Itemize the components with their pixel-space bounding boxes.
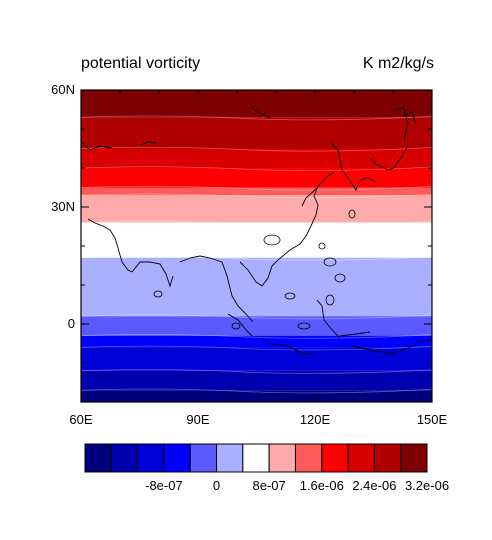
contour-band bbox=[81, 117, 432, 149]
x-tick-label: 90E bbox=[186, 412, 210, 427]
contour-band bbox=[81, 148, 432, 168]
colorbar-box bbox=[137, 443, 165, 473]
coastlines bbox=[81, 107, 432, 357]
contour-line bbox=[81, 166, 432, 171]
colorbar-label: 8e-07 bbox=[252, 478, 286, 493]
colorbar-box bbox=[268, 443, 296, 473]
contour-line bbox=[81, 146, 432, 152]
coastline-segment bbox=[179, 255, 223, 263]
contour-band bbox=[81, 347, 432, 371]
coastline-segment bbox=[251, 107, 271, 119]
coastline-segment bbox=[221, 261, 254, 323]
colorbar-box bbox=[216, 443, 244, 473]
colorbar-label: 1.6e-06 bbox=[299, 478, 344, 493]
contour-band bbox=[81, 187, 432, 196]
colorbar-box bbox=[84, 443, 112, 473]
island bbox=[153, 290, 163, 298]
colorbar-label: 2.4e-06 bbox=[352, 478, 397, 493]
colorbar-label: -8e-07 bbox=[145, 478, 183, 493]
island bbox=[263, 234, 281, 246]
contour-band bbox=[81, 257, 432, 317]
contour-line bbox=[81, 220, 432, 226]
coastline-segment bbox=[369, 145, 409, 171]
island bbox=[348, 209, 356, 219]
colorbar-box bbox=[347, 443, 375, 473]
colorbar-label: 3.2e-06 bbox=[404, 478, 450, 493]
colorbar-box bbox=[294, 443, 323, 473]
coastline-segment bbox=[261, 337, 317, 357]
contour-line bbox=[81, 185, 432, 191]
colorbar-box bbox=[189, 443, 218, 473]
coastline-segment bbox=[402, 111, 417, 125]
colorbar-box bbox=[400, 443, 428, 473]
contour-line bbox=[81, 314, 432, 320]
plot-title: potential vorticity bbox=[81, 55, 201, 72]
contour-line bbox=[81, 334, 432, 339]
coastline-segment bbox=[339, 331, 371, 337]
colorbar-box bbox=[110, 443, 139, 473]
contour-line bbox=[81, 369, 432, 374]
contour-band bbox=[81, 370, 432, 391]
coastline-segment bbox=[140, 141, 157, 146]
colorbar-box bbox=[163, 443, 191, 473]
y-tick-label: 0 bbox=[67, 316, 75, 331]
contour-band bbox=[81, 390, 432, 402]
units-label: K m2/kg/s bbox=[362, 55, 434, 72]
coastline-segment bbox=[301, 186, 319, 207]
coastline-segment bbox=[131, 261, 174, 288]
coastline-segment bbox=[351, 339, 432, 355]
coastline-segment bbox=[87, 218, 133, 273]
colorbar bbox=[84, 443, 428, 473]
coastline-segment bbox=[239, 171, 335, 287]
island bbox=[297, 322, 311, 330]
coastline-segment bbox=[227, 313, 253, 337]
x-tick-label: 60E bbox=[69, 412, 93, 427]
coastline-segment bbox=[81, 141, 113, 151]
contour-line bbox=[81, 256, 432, 261]
contour-band bbox=[81, 316, 432, 336]
island bbox=[284, 292, 296, 300]
y-tick-label: 60N bbox=[51, 82, 75, 97]
contour-band bbox=[81, 90, 432, 118]
colorbar-label: 0 bbox=[212, 478, 221, 493]
contour-line bbox=[81, 115, 432, 121]
x-tick-label: 150E bbox=[416, 412, 448, 427]
island bbox=[318, 242, 326, 250]
contour-band bbox=[81, 222, 432, 258]
contour-band bbox=[81, 168, 432, 188]
contour-line bbox=[81, 388, 432, 394]
island bbox=[323, 257, 337, 267]
colorbar-box bbox=[242, 443, 270, 473]
colorbar-box bbox=[373, 443, 402, 473]
colorbar-box bbox=[321, 443, 349, 473]
coastline-segment bbox=[393, 107, 409, 141]
coastline-segment bbox=[316, 299, 341, 339]
x-tick-label: 120E bbox=[299, 412, 331, 427]
contour-band bbox=[81, 195, 432, 223]
y-tick-label: 30N bbox=[51, 199, 75, 214]
island bbox=[334, 273, 346, 283]
island bbox=[325, 294, 335, 306]
coastline-segment bbox=[329, 141, 377, 191]
island bbox=[231, 322, 241, 330]
contour-band bbox=[81, 335, 432, 348]
contour-line bbox=[81, 193, 432, 199]
